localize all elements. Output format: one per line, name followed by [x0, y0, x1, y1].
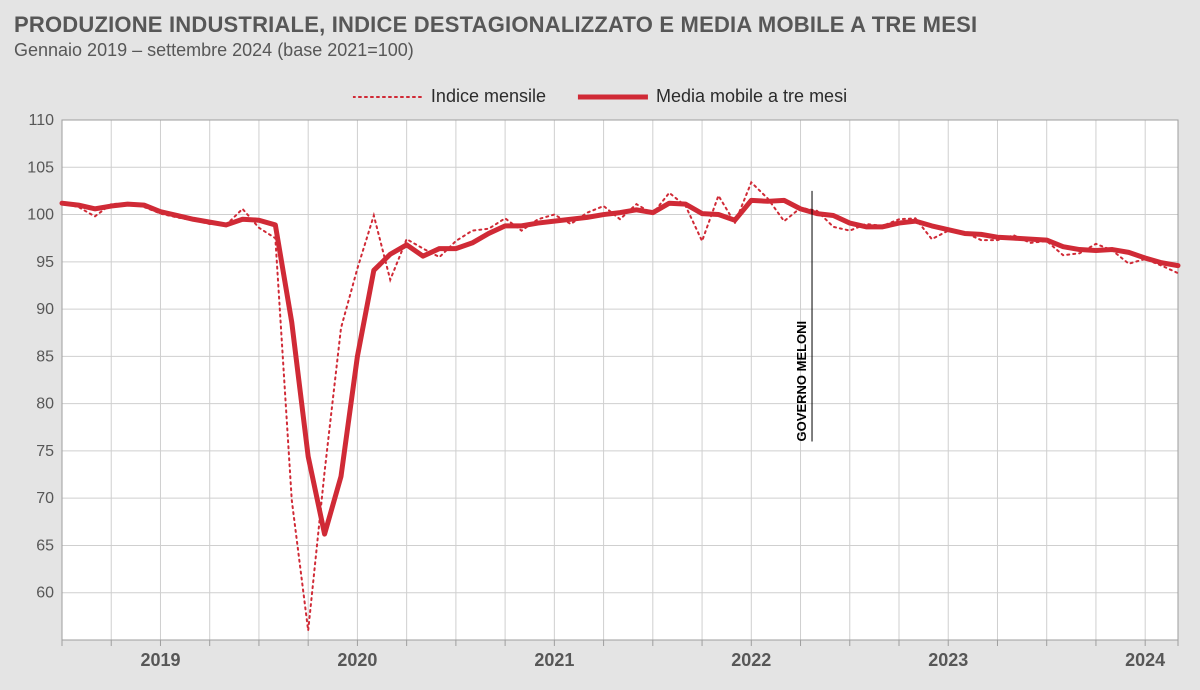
svg-text:105: 105: [27, 159, 54, 176]
chart-subtitle: Gennaio 2019 – settembre 2024 (base 2021…: [0, 40, 1200, 61]
svg-text:75: 75: [36, 443, 54, 460]
svg-text:2019: 2019: [140, 650, 180, 670]
chart-title: PRODUZIONE INDUSTRIALE, INDICE DESTAGION…: [0, 0, 1200, 40]
svg-text:2021: 2021: [534, 650, 574, 670]
svg-text:65: 65: [36, 537, 54, 554]
svg-text:2022: 2022: [731, 650, 771, 670]
svg-text:2024: 2024: [1125, 650, 1165, 670]
svg-text:2023: 2023: [928, 650, 968, 670]
svg-text:100: 100: [27, 207, 54, 224]
svg-text:90: 90: [36, 301, 54, 318]
svg-text:110: 110: [28, 112, 54, 129]
svg-text:60: 60: [36, 585, 54, 602]
annotation-label: GOVERNO MELONI: [794, 321, 809, 442]
svg-text:95: 95: [36, 254, 54, 271]
svg-text:70: 70: [36, 490, 54, 507]
line-chart: 60 65 70 75 80 85 90 95 100 105 110 2019 2020 2021 202…: [14, 78, 1186, 676]
svg-text:85: 85: [36, 348, 54, 365]
svg-text:80: 80: [36, 396, 54, 413]
svg-text:2020: 2020: [337, 650, 377, 670]
